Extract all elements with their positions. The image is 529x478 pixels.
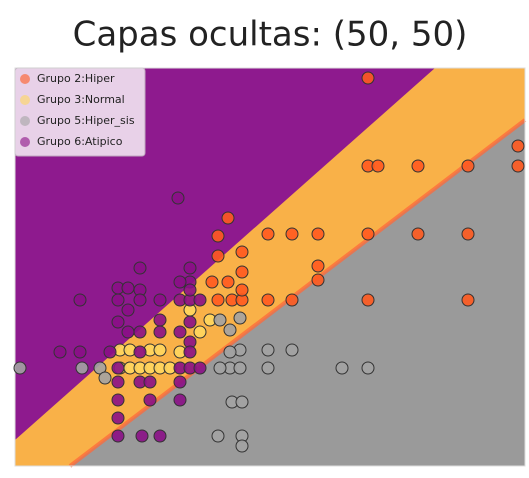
legend-marker [20, 95, 30, 105]
point [193, 293, 207, 307]
point [111, 293, 125, 307]
point [461, 293, 475, 307]
point [261, 227, 275, 241]
legend-marker [20, 137, 30, 147]
legend-marker [20, 116, 30, 126]
point [213, 313, 227, 327]
point [111, 411, 125, 425]
point [311, 273, 325, 287]
point [133, 293, 147, 307]
point [153, 429, 167, 443]
legend-label: Grupo 3:Normal [37, 93, 125, 106]
point [111, 375, 125, 389]
point [143, 375, 157, 389]
point [411, 159, 425, 173]
point [111, 361, 125, 375]
point [183, 261, 197, 275]
point [285, 293, 299, 307]
point [235, 283, 249, 297]
point [361, 71, 375, 85]
point [173, 275, 187, 289]
point [461, 227, 475, 241]
point [235, 265, 249, 279]
point [75, 361, 89, 375]
point [121, 325, 135, 339]
point [111, 393, 125, 407]
point [371, 159, 385, 173]
point [143, 393, 157, 407]
point [121, 303, 135, 317]
point [285, 227, 299, 241]
point [361, 361, 375, 375]
point [153, 343, 167, 357]
point [335, 361, 349, 375]
point [173, 375, 187, 389]
point [205, 275, 219, 289]
point [211, 249, 225, 263]
point [121, 281, 135, 295]
point [211, 429, 225, 443]
point [461, 159, 475, 173]
legend-label: Grupo 6:Atipico [37, 135, 123, 148]
point [133, 261, 147, 275]
point [223, 323, 237, 337]
point [153, 293, 167, 307]
point [98, 371, 112, 385]
point [193, 361, 207, 375]
point [511, 139, 525, 153]
point [511, 159, 525, 173]
point [221, 211, 235, 225]
point [311, 259, 325, 273]
point [235, 395, 249, 409]
point [235, 245, 249, 259]
legend-box [14, 67, 146, 157]
point [223, 345, 237, 359]
region-boundary [68, 118, 527, 468]
points [13, 71, 525, 453]
point [53, 345, 67, 359]
point [311, 227, 325, 241]
point [361, 293, 375, 307]
point [153, 313, 167, 327]
point [211, 293, 225, 307]
chart-title: Capas ocultas: (50, 50) [73, 15, 468, 55]
point [173, 393, 187, 407]
point [411, 227, 425, 241]
point [183, 283, 197, 297]
point [13, 361, 27, 375]
legend-label: Grupo 5:Hiper_sis [37, 114, 135, 127]
point [73, 345, 87, 359]
point [111, 315, 125, 329]
point [261, 361, 275, 375]
point [133, 325, 147, 339]
point [103, 345, 117, 359]
legend-marker [20, 74, 30, 84]
legend-label: Grupo 2:Hiper [37, 72, 115, 85]
point [213, 361, 227, 375]
point [233, 311, 247, 325]
point [183, 315, 197, 329]
point [261, 293, 275, 307]
point [183, 345, 197, 359]
point [153, 325, 167, 339]
point [285, 343, 299, 357]
point [133, 345, 147, 359]
point [361, 227, 375, 241]
point [211, 229, 225, 243]
point [111, 429, 125, 443]
point [73, 293, 87, 307]
point [233, 361, 247, 375]
point [235, 439, 249, 453]
point [171, 191, 185, 205]
point [173, 325, 187, 339]
plot-frame [14, 67, 526, 467]
point [193, 325, 207, 339]
point [261, 343, 275, 357]
legend: Grupo 2:Hiper Grupo 3:Normal Grupo 5:Hiper… [14, 67, 146, 157]
point [135, 429, 149, 443]
point [221, 275, 235, 289]
